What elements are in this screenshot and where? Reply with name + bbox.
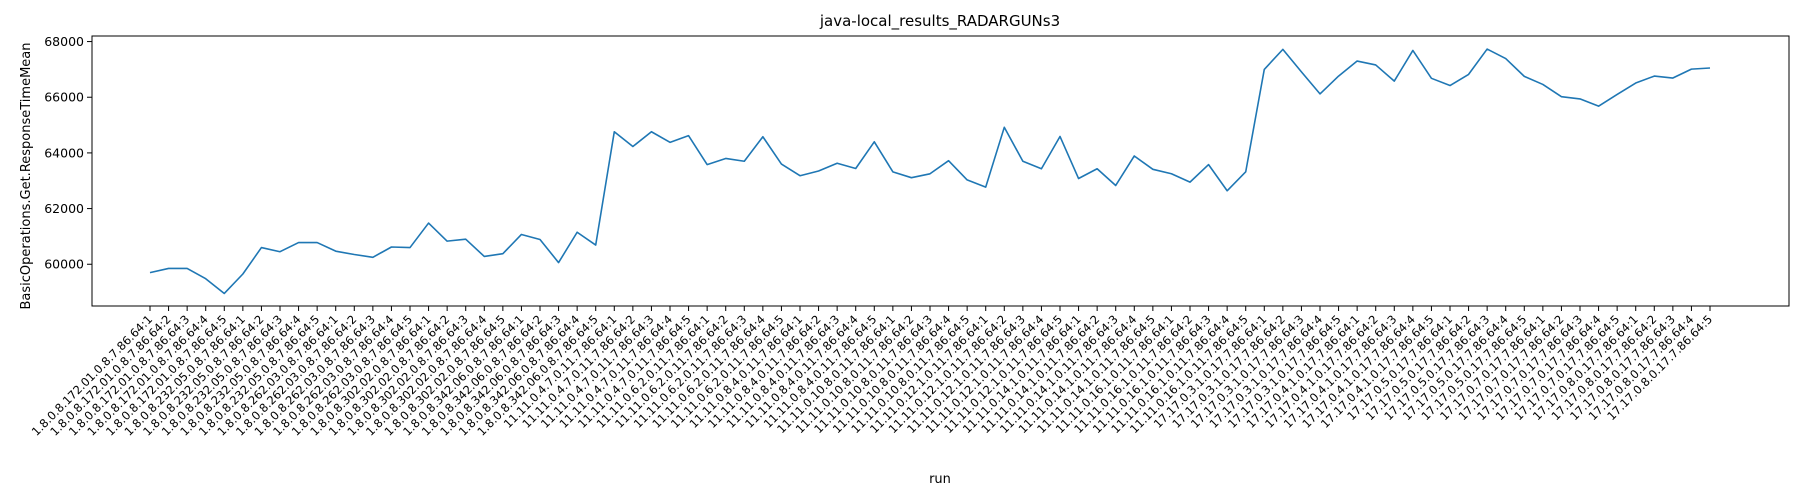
x-axis-label: run xyxy=(929,472,951,487)
y-tick-label: 66000 xyxy=(44,90,84,105)
y-tick-label: 64000 xyxy=(44,145,84,160)
x-axis: 1.8.0.8.172.01.0.8.7.86.64:11.8.0.8.172.… xyxy=(29,306,1715,439)
y-tick-label: 62000 xyxy=(44,201,84,216)
plot-frame xyxy=(91,35,1790,307)
y-tick-label: 68000 xyxy=(44,34,84,49)
y-axis: 60000 62000 64000 66000 68000 xyxy=(44,34,92,272)
chart-title: java-local_results_RADARGUNs3 xyxy=(819,12,1060,31)
y-tick-label: 60000 xyxy=(44,257,84,272)
series-line xyxy=(149,48,1711,295)
y-axis-label: BasicOperations.Get.ResponseTimeMean xyxy=(19,43,34,310)
